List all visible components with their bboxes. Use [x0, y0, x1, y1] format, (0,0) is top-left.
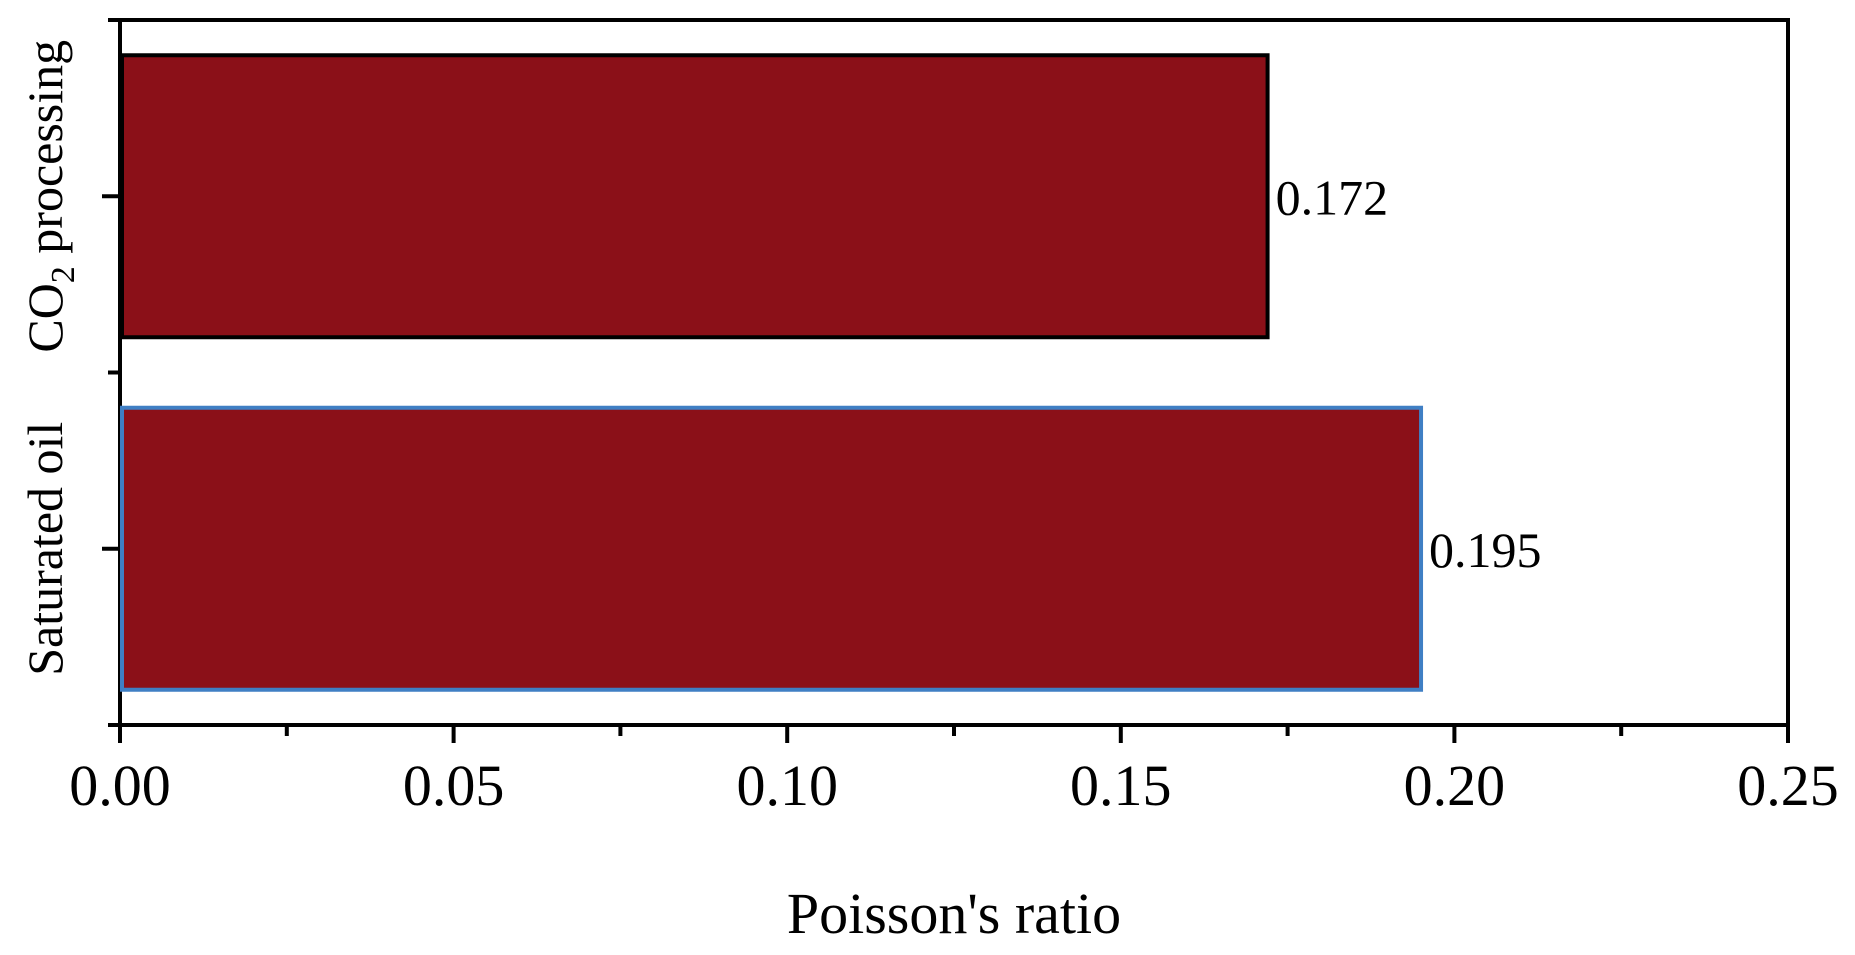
- x-axis-ticks: [102, 18, 1790, 743]
- bar-data-label: 0.195: [1429, 522, 1542, 578]
- x-tick-label: 0.20: [1404, 753, 1506, 818]
- bars-layer: [120, 53, 1424, 692]
- category-label: CO2 processing: [17, 40, 82, 353]
- bar-data-label: 0.172: [1276, 169, 1389, 225]
- x-tick-label: 0.05: [403, 753, 505, 818]
- x-tick-label: 0.15: [1070, 753, 1172, 818]
- category-label: Saturated oil: [17, 422, 73, 676]
- bar: [120, 53, 1270, 340]
- bar: [120, 405, 1424, 692]
- x-tick-label: 0.25: [1737, 753, 1839, 818]
- labels-layer: 0.172 CO2 processing 0.195 Saturated oil 0.0…: [17, 40, 1839, 818]
- x-tick-label: 0.10: [736, 753, 838, 818]
- x-axis-title: Poisson's ratio: [787, 881, 1121, 946]
- x-tick-label: 0.00: [69, 753, 171, 818]
